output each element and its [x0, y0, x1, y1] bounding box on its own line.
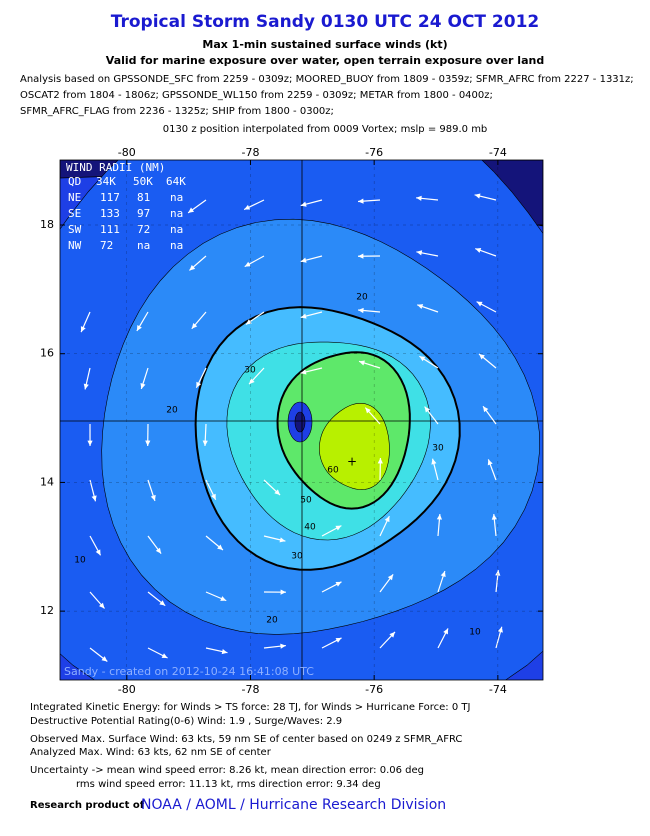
wind-radii-cell: 72 — [100, 239, 113, 252]
analysis-line: SFMR_AFRC_FLAG from 2236 - 1325z; SHIP f… — [20, 106, 334, 117]
wind-radii-header: QD — [68, 175, 81, 188]
contour-label: 40 — [304, 523, 316, 533]
contour-label: 20 — [266, 616, 278, 626]
contour-label: 50 — [300, 496, 312, 506]
contour-label: 30 — [291, 552, 303, 562]
footer-line: Uncertainty -> mean wind speed error: 8.… — [30, 765, 424, 776]
wind-radii-title: WIND RADII (NM) — [66, 161, 165, 174]
wind-radii-cell: 117 — [100, 191, 120, 204]
contour-label: 30 — [244, 366, 256, 376]
wind-radii-cell: 81 — [137, 191, 150, 204]
wind-radii-cell: na — [170, 207, 183, 220]
footer-line: rms wind speed error: 11.13 kt, rms dire… — [76, 779, 381, 790]
org-name: NOAA / AOML / Hurricane Research Divisio… — [141, 797, 446, 813]
wind-radii-cell: na — [170, 191, 183, 204]
footer-line: Integrated Kinetic Energy: for Winds > T… — [30, 702, 470, 713]
wind-radii-header: 50K — [133, 175, 153, 188]
x-tick-label: -74 — [489, 683, 507, 696]
x-tick-label: -74 — [489, 146, 507, 159]
contour-label: 30 — [432, 444, 444, 454]
footer-line: Destructive Potential Rating(0-6) Wind: … — [30, 716, 342, 727]
contour-label: 60 — [327, 466, 339, 476]
wind-radii-cell: NW — [68, 239, 82, 252]
contour-label: 10 — [469, 628, 481, 638]
analysis-line: OSCAT2 from 1804 - 1806z; GPSSONDE_WL150… — [20, 90, 493, 101]
contour-label: 20 — [356, 293, 368, 303]
research-label: Research product of — [30, 800, 145, 811]
contour-label: 20 — [166, 406, 178, 416]
wind-radii-header: 34K — [96, 175, 116, 188]
wind-radii-cell: 97 — [137, 207, 150, 220]
position-note: 0130 z position interpolated from 0009 V… — [163, 124, 488, 135]
analysis-line: Analysis based on GPSSONDE_SFC from 2259… — [20, 74, 634, 85]
credit: Sandy - created on 2012-10-24 16:41:08 U… — [64, 665, 314, 678]
x-tick-label: -78 — [241, 683, 259, 696]
wind-radii-cell: 133 — [100, 207, 120, 220]
x-tick-label: -80 — [118, 683, 136, 696]
wind-radii-cell: SE — [68, 207, 81, 220]
map: +10 20 20 20 30 30 30 40 50 60 10 WIND RADII (NM)QD… — [0, 78, 622, 728]
footer-line: Analyzed Max. Wind: 63 kts, 62 nm SE of … — [30, 747, 272, 758]
y-tick-label: 18 — [40, 218, 54, 231]
contour-label: 10 — [74, 556, 86, 566]
vortex-eye — [295, 412, 305, 432]
wind-radii-cell: na — [137, 239, 150, 252]
subtitle: Valid for marine exposure over water, op… — [106, 54, 544, 67]
y-tick-label: 16 — [40, 347, 54, 360]
title: Tropical Storm Sandy 0130 UTC 24 OCT 201… — [111, 12, 540, 32]
x-tick-label: -80 — [118, 146, 136, 159]
subtitle: Max 1-min sustained surface winds (kt) — [202, 38, 447, 51]
x-tick-label: -76 — [365, 146, 383, 159]
x-tick-label: -76 — [365, 683, 383, 696]
wind-radii-cell: NE — [68, 191, 81, 204]
wind-radii-cell: na — [170, 239, 183, 252]
y-tick-label: 12 — [40, 604, 54, 617]
footer-line: Observed Max. Surface Wind: 63 kts, 59 n… — [30, 734, 462, 745]
y-tick-label: 14 — [40, 475, 54, 488]
wind-radii-header: 64K — [166, 175, 186, 188]
x-tick-label: -78 — [241, 146, 259, 159]
max-wind-marker: + — [347, 455, 357, 469]
